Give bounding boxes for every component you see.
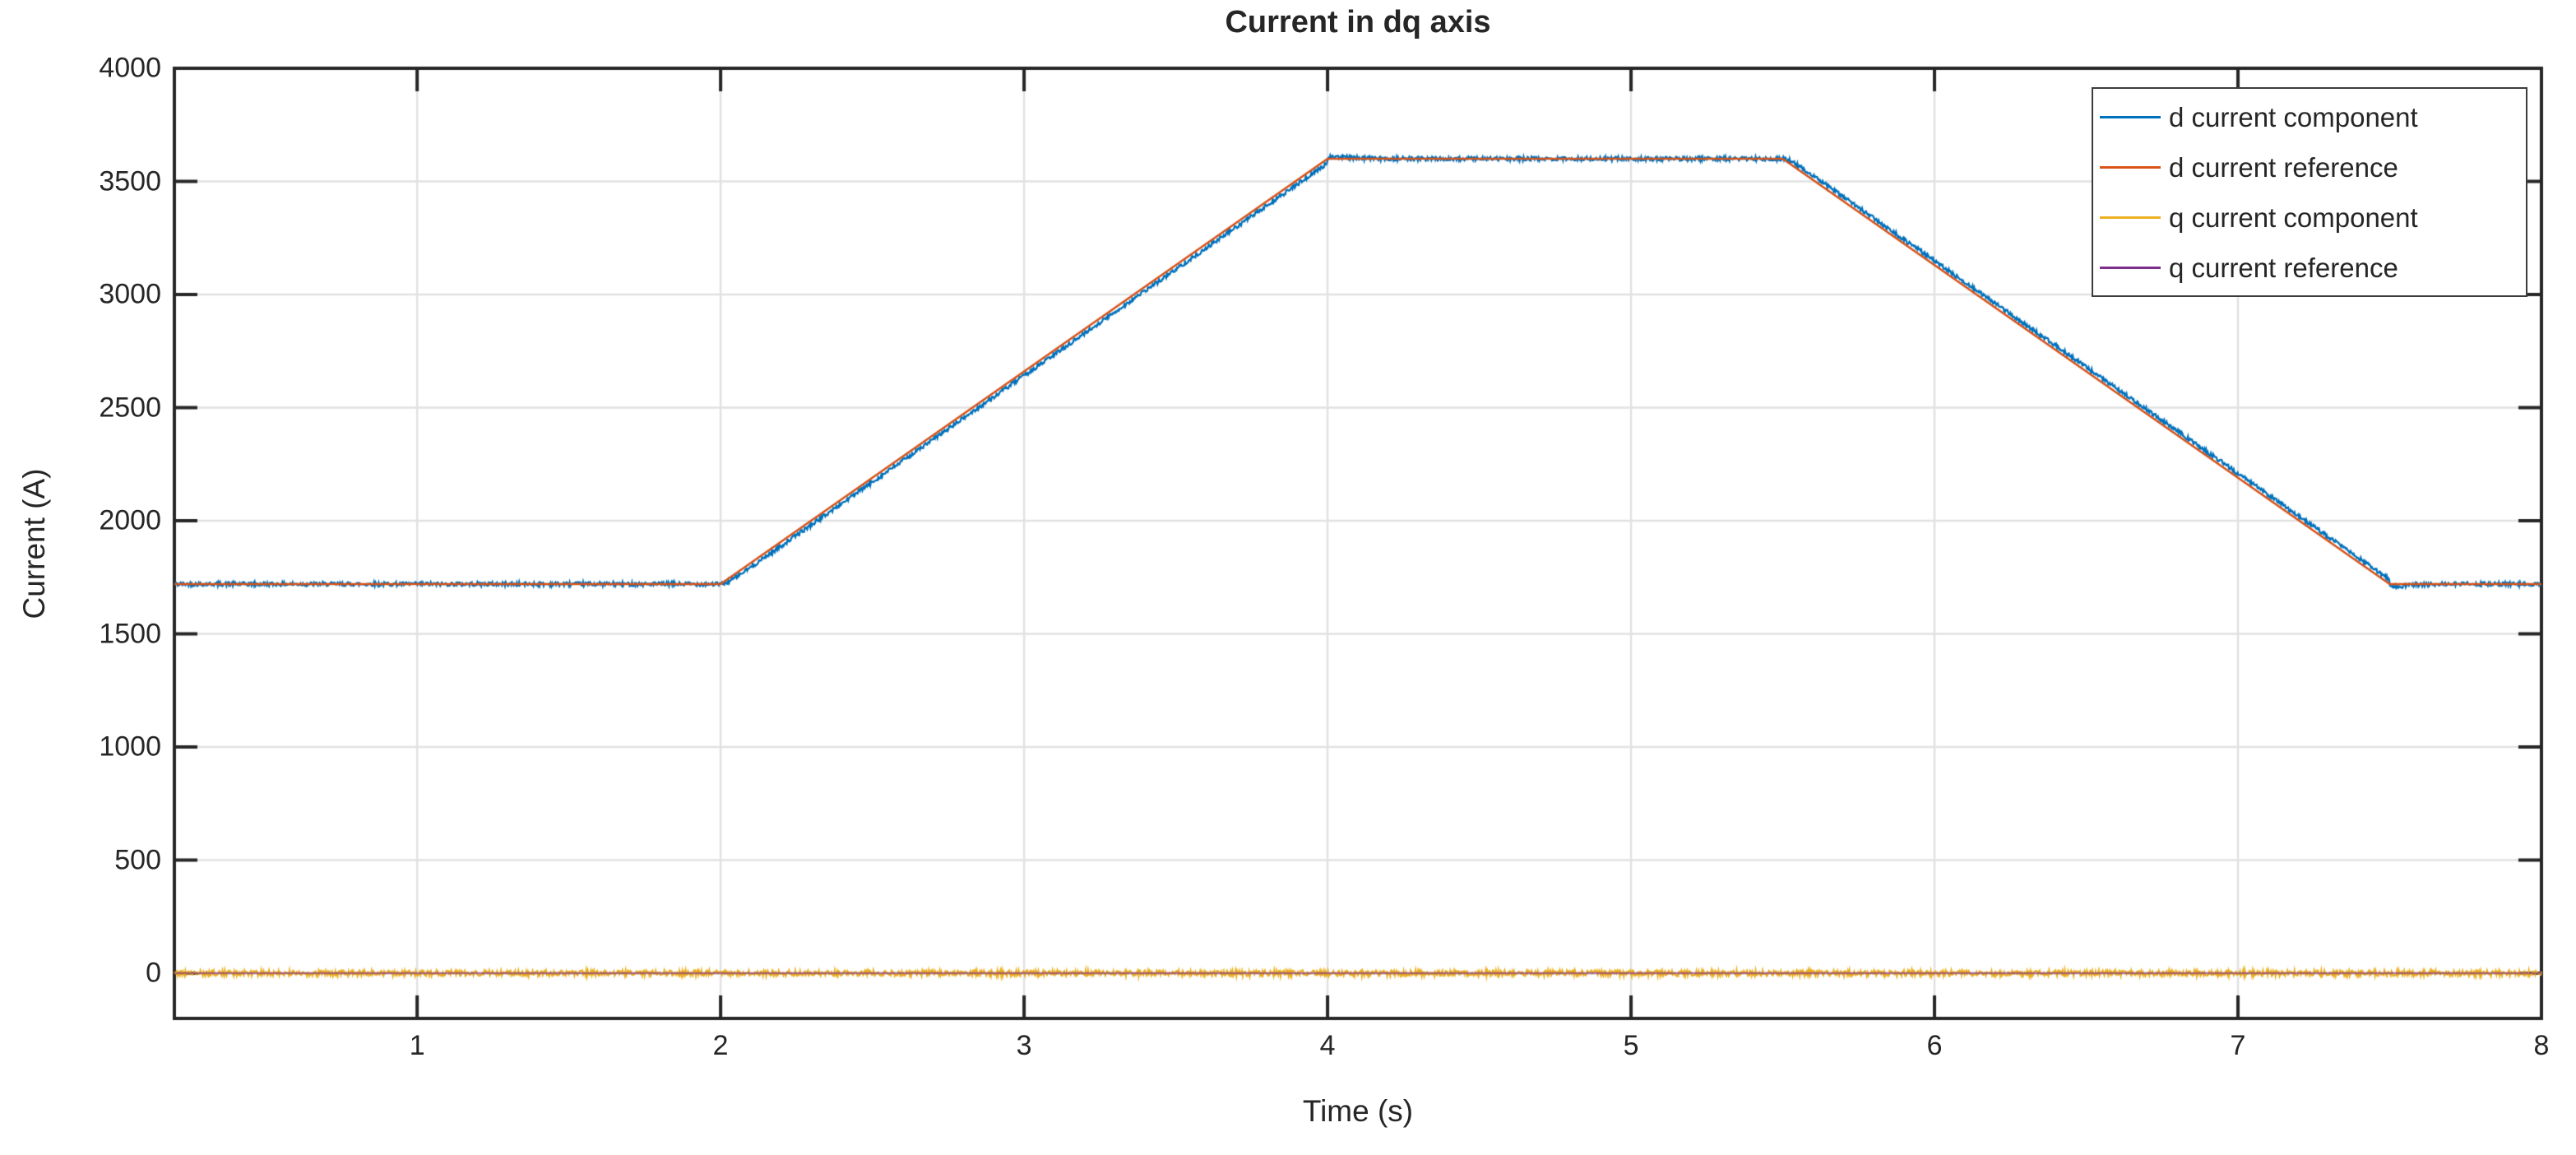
legend-item-q-current-component: q current component (2093, 193, 2526, 241)
legend-line-swatch (2100, 165, 2161, 169)
legend-line-swatch (2100, 266, 2161, 269)
y-tick-label: 1500 (99, 618, 161, 649)
y-axis-label: Current (A) (17, 468, 51, 619)
x-tick-label: 4 (1319, 1030, 1336, 1061)
y-tick-label: 0 (146, 957, 161, 989)
legend-line-swatch (2100, 216, 2161, 219)
x-tick-label: 1 (409, 1030, 425, 1061)
legend-label: d current reference (2169, 151, 2398, 183)
legend-label: q current reference (2169, 252, 2398, 283)
x-tick-label: 7 (2230, 1030, 2246, 1061)
x-tick-label: 2 (712, 1030, 729, 1061)
legend-label: d current component (2169, 101, 2418, 132)
x-tick-label: 8 (2533, 1030, 2550, 1061)
y-tick-label: 2000 (99, 504, 161, 536)
y-tick-label: 1000 (99, 731, 161, 763)
legend-box: d current component d current reference … (2092, 87, 2527, 297)
y-tick-label: 500 (114, 844, 161, 875)
legend-item-q-current-reference: q current reference (2093, 244, 2526, 291)
x-tick-label: 6 (1926, 1030, 1943, 1061)
y-tick-label: 4000 (99, 52, 161, 84)
y-tick-label: 3000 (99, 278, 161, 310)
chart-title: Current in dq axis (1225, 5, 1491, 39)
x-tick-label: 5 (1623, 1030, 1639, 1061)
x-axis-label: Time (s) (1302, 1094, 1414, 1128)
x-tick-label: 3 (1016, 1030, 1032, 1061)
legend-item-d-current-reference: d current reference (2093, 143, 2526, 191)
legend-line-swatch (2100, 115, 2161, 118)
y-tick-label: 2500 (99, 392, 161, 423)
y-tick-label: 3500 (99, 165, 161, 197)
legend-item-d-current-component: d current component (2093, 93, 2526, 141)
legend-label: q current component (2169, 202, 2418, 233)
